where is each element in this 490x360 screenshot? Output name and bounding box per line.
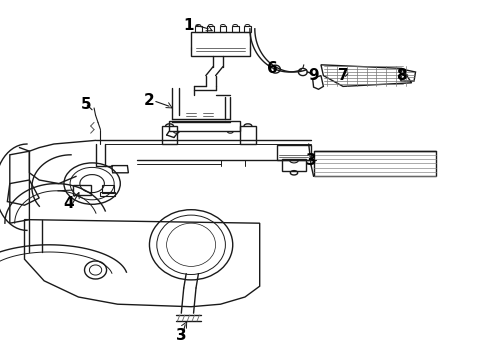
Bar: [207, 26, 214, 32]
Text: 5: 5: [80, 97, 91, 112]
Bar: [220, 26, 226, 32]
Bar: [282, 159, 306, 171]
Bar: [240, 126, 256, 144]
Bar: [191, 32, 250, 56]
Text: 3: 3: [176, 328, 187, 343]
Bar: [73, 185, 91, 195]
Bar: [100, 192, 115, 196]
Bar: [195, 26, 202, 32]
Bar: [169, 121, 240, 131]
Bar: [102, 185, 114, 193]
Bar: [277, 145, 311, 160]
Text: 2: 2: [144, 93, 155, 108]
Text: 6: 6: [267, 61, 277, 76]
Bar: [314, 151, 436, 176]
Text: 7: 7: [338, 68, 348, 83]
Bar: [162, 126, 177, 144]
Text: 4: 4: [63, 196, 74, 211]
Text: 9: 9: [308, 68, 319, 83]
Text: 3: 3: [306, 153, 317, 168]
Bar: [232, 26, 239, 32]
Text: 1: 1: [183, 18, 194, 33]
Text: 8: 8: [396, 68, 407, 83]
Bar: [244, 26, 251, 32]
